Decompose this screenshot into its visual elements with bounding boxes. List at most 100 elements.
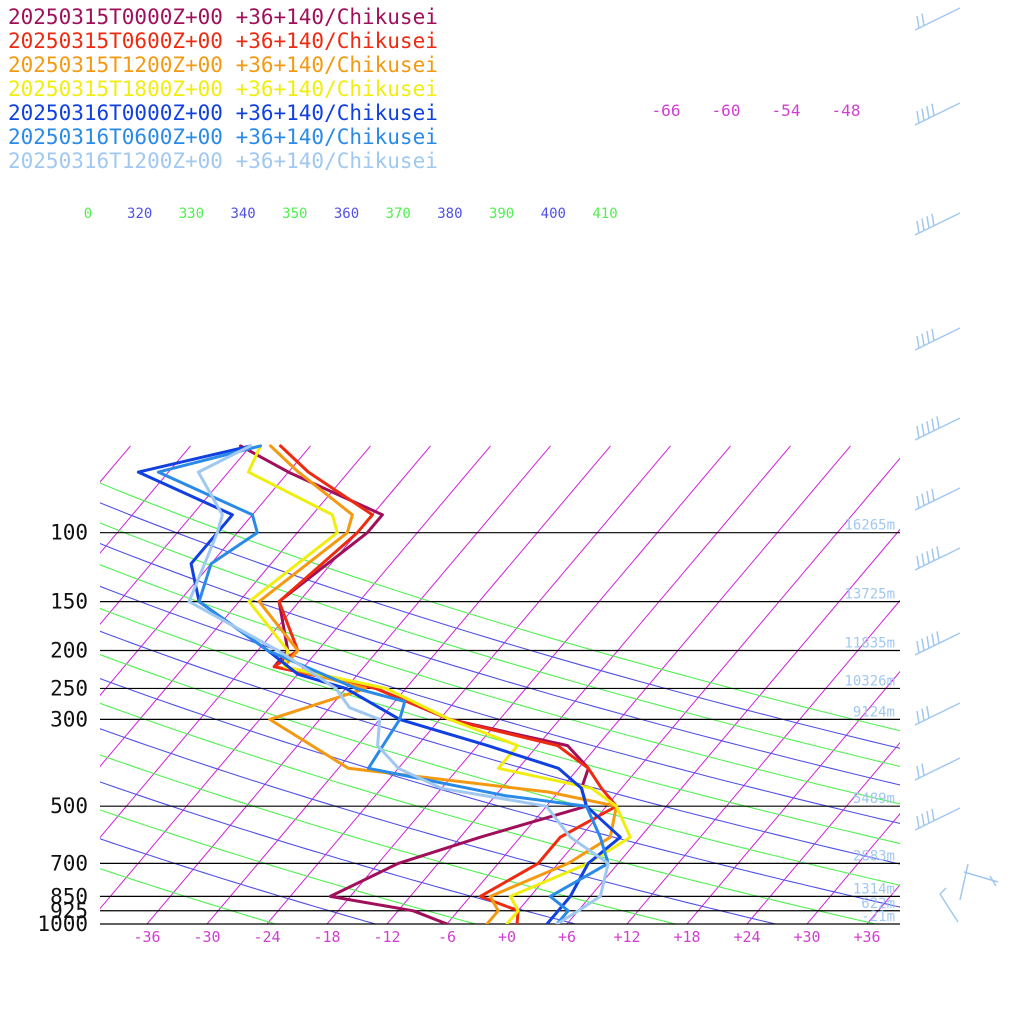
wind-barb-flag (926, 331, 930, 344)
wind-barb-flag (916, 710, 920, 724)
dry-adiabat (100, 809, 478, 924)
temperature-tick: +24 (733, 928, 760, 946)
wind-barb-flag (931, 328, 935, 341)
temperature-tick: -18 (313, 928, 340, 946)
series-line (272, 444, 618, 924)
legend-item: 20250315T1200Z+00 +36+140/Chikusei (8, 53, 438, 77)
isotherm-line (446, 445, 851, 924)
series-line (187, 444, 610, 924)
wind-barb-flag (926, 106, 930, 119)
wind-barb-flag (921, 553, 925, 566)
pressure-tick: 200 (50, 638, 88, 662)
pressure-tick: 700 (50, 851, 88, 875)
pressure-tick: 300 (50, 707, 88, 731)
wind-barb-staff (914, 807, 961, 831)
wind-barb-flag (931, 548, 935, 561)
wind-barb-flag (931, 103, 935, 116)
wind-barb (914, 702, 961, 726)
temperature-tick: +12 (613, 928, 640, 946)
isotherm-line (206, 445, 611, 924)
wind-barb-flag (926, 421, 930, 434)
isotherm-line (386, 445, 791, 924)
wind-barb (914, 546, 961, 571)
wind-barb-flag (921, 638, 925, 651)
wind-barb-flag (931, 213, 935, 226)
wind-barb-flag (926, 551, 930, 564)
wind-barb-flag (921, 763, 925, 776)
dry-adiabat (100, 564, 900, 805)
wind-barb-staff (914, 487, 961, 511)
series-line (257, 444, 618, 924)
wind-barb-flag (916, 335, 920, 349)
wind-barb-flag (921, 108, 925, 121)
dry-adiabat (100, 838, 378, 924)
temperature-tick: -36 (133, 928, 160, 946)
wind-barb-flag (916, 15, 920, 29)
dry-adiabat (100, 522, 900, 768)
sounding-series (136, 444, 632, 924)
wind-barb-flag (916, 555, 920, 569)
wind-barb-flag (921, 423, 925, 436)
isotherm-line (746, 741, 900, 924)
pressure-tick: 100 (50, 521, 88, 545)
wind-barb (914, 757, 961, 781)
wind-barb (939, 887, 959, 923)
wind-barb-flag (939, 887, 947, 895)
wind-barb-staff (939, 893, 959, 923)
dry-adiabat (100, 654, 900, 886)
wind-barb-flag (921, 13, 925, 26)
upper-isotherm-label: -54 (772, 101, 801, 120)
wind-barb-staff (914, 757, 961, 781)
theta-label: 340 (230, 206, 255, 222)
wind-barb-flag (989, 875, 997, 887)
isotherm-line (100, 445, 311, 697)
theta-label: 400 (541, 206, 566, 222)
legend-item: 20250315T1800Z+00 +36+140/Chikusei (8, 77, 438, 101)
wind-barb (914, 416, 961, 441)
isotherm-line (100, 445, 491, 910)
wind-barb-flag (921, 708, 925, 721)
temperature-tick: +30 (793, 928, 820, 946)
dry-adiabat (100, 754, 678, 924)
isotherm-line (626, 599, 900, 924)
temperature-tick: +6 (558, 928, 576, 946)
height-label: 11835m (844, 635, 895, 651)
isotherm-line (0, 446, 11, 932)
pressure-tick: 925 (50, 899, 88, 923)
temperature-tick: -24 (253, 928, 280, 946)
temperature-tick: -30 (193, 928, 220, 946)
height-label: 10326m (844, 673, 895, 689)
wind-barb-flag (926, 811, 930, 824)
wind-barb-flag (916, 495, 920, 509)
theta-label: 330 (179, 206, 204, 222)
wind-barb-flag (931, 418, 935, 431)
wind-barb-staff (959, 863, 969, 901)
isotherm-line (920, 446, 1024, 932)
wind-barb-staff (914, 7, 961, 31)
isotherm-line (326, 445, 731, 924)
dry-adiabat (100, 607, 900, 845)
wind-barb-flag (916, 765, 920, 779)
dry-adiabat (100, 482, 900, 732)
isotherm-line (100, 445, 371, 768)
theta-label: 350 (282, 206, 307, 222)
isobar-lines (100, 532, 900, 925)
wind-barb-flag (936, 416, 940, 429)
temperature-tick: +0 (498, 928, 516, 946)
wind-barb-staff (914, 632, 961, 656)
height-label: 1314m (853, 881, 895, 897)
dry-adiabat (100, 868, 278, 924)
series-line (246, 444, 632, 924)
height-label: 2883m (853, 848, 895, 864)
upper-isotherm-label: -66 (652, 101, 681, 120)
theta-label: 370 (386, 206, 411, 222)
temperature-tick: -12 (373, 928, 400, 946)
wind-barb-flag (916, 220, 920, 234)
theta-label: 320 (127, 206, 152, 222)
isotherm-line (506, 457, 900, 924)
legend: 20250315T0000Z+00 +36+140/Chikusei202503… (8, 5, 438, 173)
series-line (239, 444, 590, 924)
wind-barb-staff (914, 547, 961, 571)
wind-barb-flag (926, 706, 930, 719)
